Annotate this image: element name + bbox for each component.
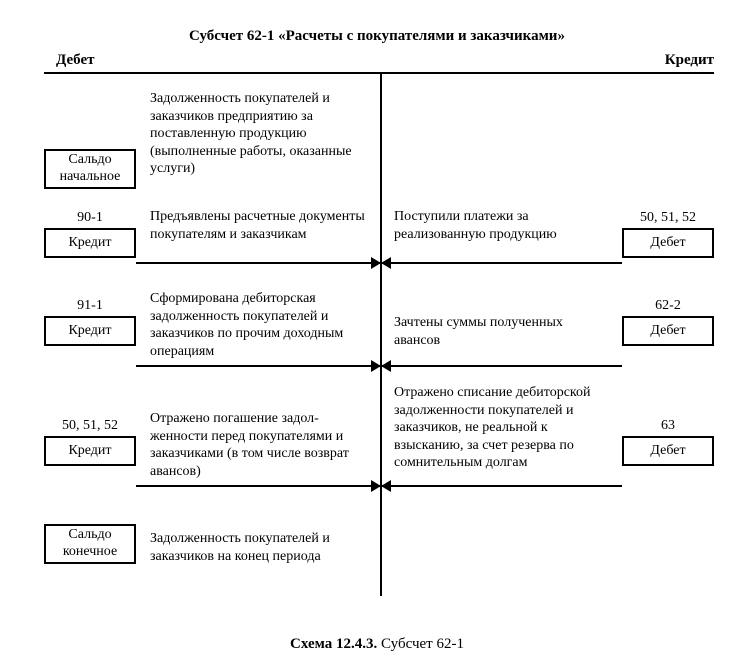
arrow-left-1 — [136, 262, 380, 264]
caption-rest: Субсчет 62-1 — [377, 636, 464, 652]
box-label: Дебет — [650, 443, 685, 460]
box-label: Дебет — [650, 235, 685, 252]
arrow-right-1 — [382, 262, 622, 264]
box-saldo-end: Сальдоконечное — [44, 524, 136, 564]
caption-bold: Схема 12.4.3. — [290, 636, 377, 652]
box-label: Кредит — [68, 323, 111, 340]
para-right-1: Поступили платежи за реализованную проду… — [394, 208, 604, 243]
account-code-50-51-52-left: 50, 51, 52 — [44, 418, 136, 434]
account-code-50-51-52-right: 50, 51, 52 — [622, 210, 714, 226]
header-credit: Кредит — [665, 52, 714, 69]
box-label: Сальдоначальное — [60, 152, 121, 186]
box-debit-63: Дебет — [622, 436, 714, 466]
header-debit: Дебет — [56, 52, 95, 69]
t-vertical-line — [380, 72, 382, 596]
box-credit-90-1: Кредит — [44, 228, 136, 258]
t-account-diagram: Субсчет 62-1 «Расчеты с покупателями и з… — [0, 0, 754, 668]
para-left-3: Отражено погашение задол­женности перед … — [150, 410, 370, 480]
arrow-right-2 — [382, 365, 622, 367]
box-label: Сальдоконечное — [63, 527, 117, 561]
box-label: Дебет — [650, 323, 685, 340]
para-intro: Задолженность покупателей и заказчиков п… — [150, 90, 370, 178]
para-end: Задолженность покупателей и заказчиков н… — [150, 530, 370, 565]
para-right-3: Отражено списание деби­торской задолженн… — [394, 384, 612, 472]
caption: Схема 12.4.3. Субсчет 62-1 — [0, 636, 754, 653]
t-top-line — [44, 72, 714, 74]
account-code-63: 63 — [622, 418, 714, 434]
account-code-62-2: 62-2 — [622, 298, 714, 314]
para-left-2: Сформирована дебиторская задолженность п… — [150, 290, 370, 360]
arrow-right-3 — [382, 485, 622, 487]
para-left-1: Предъявлены расчетные документы покупате… — [150, 208, 370, 243]
para-right-2: Зачтены суммы полученных авансов — [394, 314, 604, 349]
box-saldo-start: Сальдоначальное — [44, 149, 136, 189]
box-credit-91-1: Кредит — [44, 316, 136, 346]
arrow-left-2 — [136, 365, 380, 367]
account-code-90-1: 90-1 — [44, 210, 136, 226]
box-credit-50-51-52: Кредит — [44, 436, 136, 466]
box-label: Кредит — [68, 443, 111, 460]
account-code-91-1: 91-1 — [44, 298, 136, 314]
box-debit-62-2: Дебет — [622, 316, 714, 346]
box-debit-50-51-52: Дебет — [622, 228, 714, 258]
arrow-left-3 — [136, 485, 380, 487]
box-label: Кредит — [68, 235, 111, 252]
diagram-title: Субсчет 62-1 «Расчеты с покупателями и з… — [0, 28, 754, 45]
